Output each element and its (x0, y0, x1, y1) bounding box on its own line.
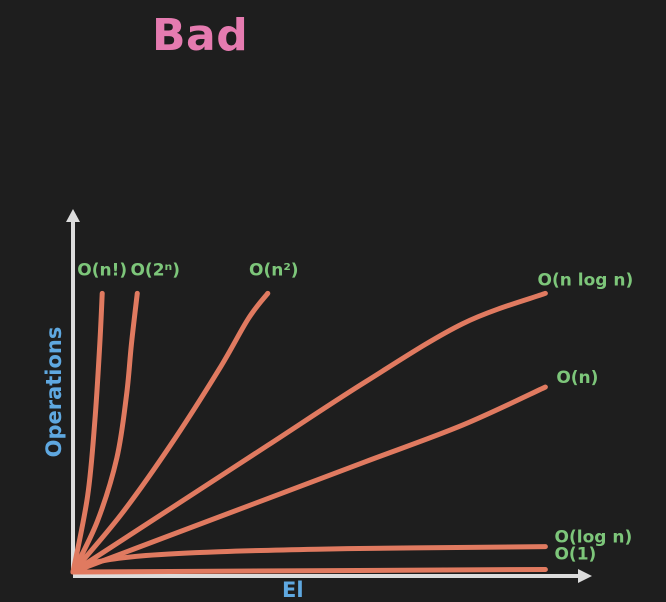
x-axis-arrow-icon (578, 569, 592, 583)
y-axis-arrow-icon (66, 209, 80, 222)
series-label-o-2: O(2ⁿ) (130, 260, 180, 280)
series-line-o-n-log-n (70, 290, 548, 575)
series-label-o-n: O(n) (556, 368, 598, 388)
series-label-o-log-n: O(log n) (555, 528, 633, 548)
chart-title: Bad (152, 10, 249, 61)
series-line-o-1 (70, 566, 548, 575)
series-label-o-n-log-n: O(n log n) (538, 270, 634, 290)
series-label-o-1: O(1) (554, 544, 596, 564)
series-line-o-n (70, 290, 271, 575)
series-label-o-n: O(n²) (249, 260, 299, 280)
series-line-o-2 (70, 290, 140, 575)
series-line-o-n (70, 384, 548, 575)
series-label-o-n: O(n!) (77, 260, 127, 280)
series-line-o-log-n (70, 544, 548, 575)
series-line-o-n (70, 290, 105, 575)
